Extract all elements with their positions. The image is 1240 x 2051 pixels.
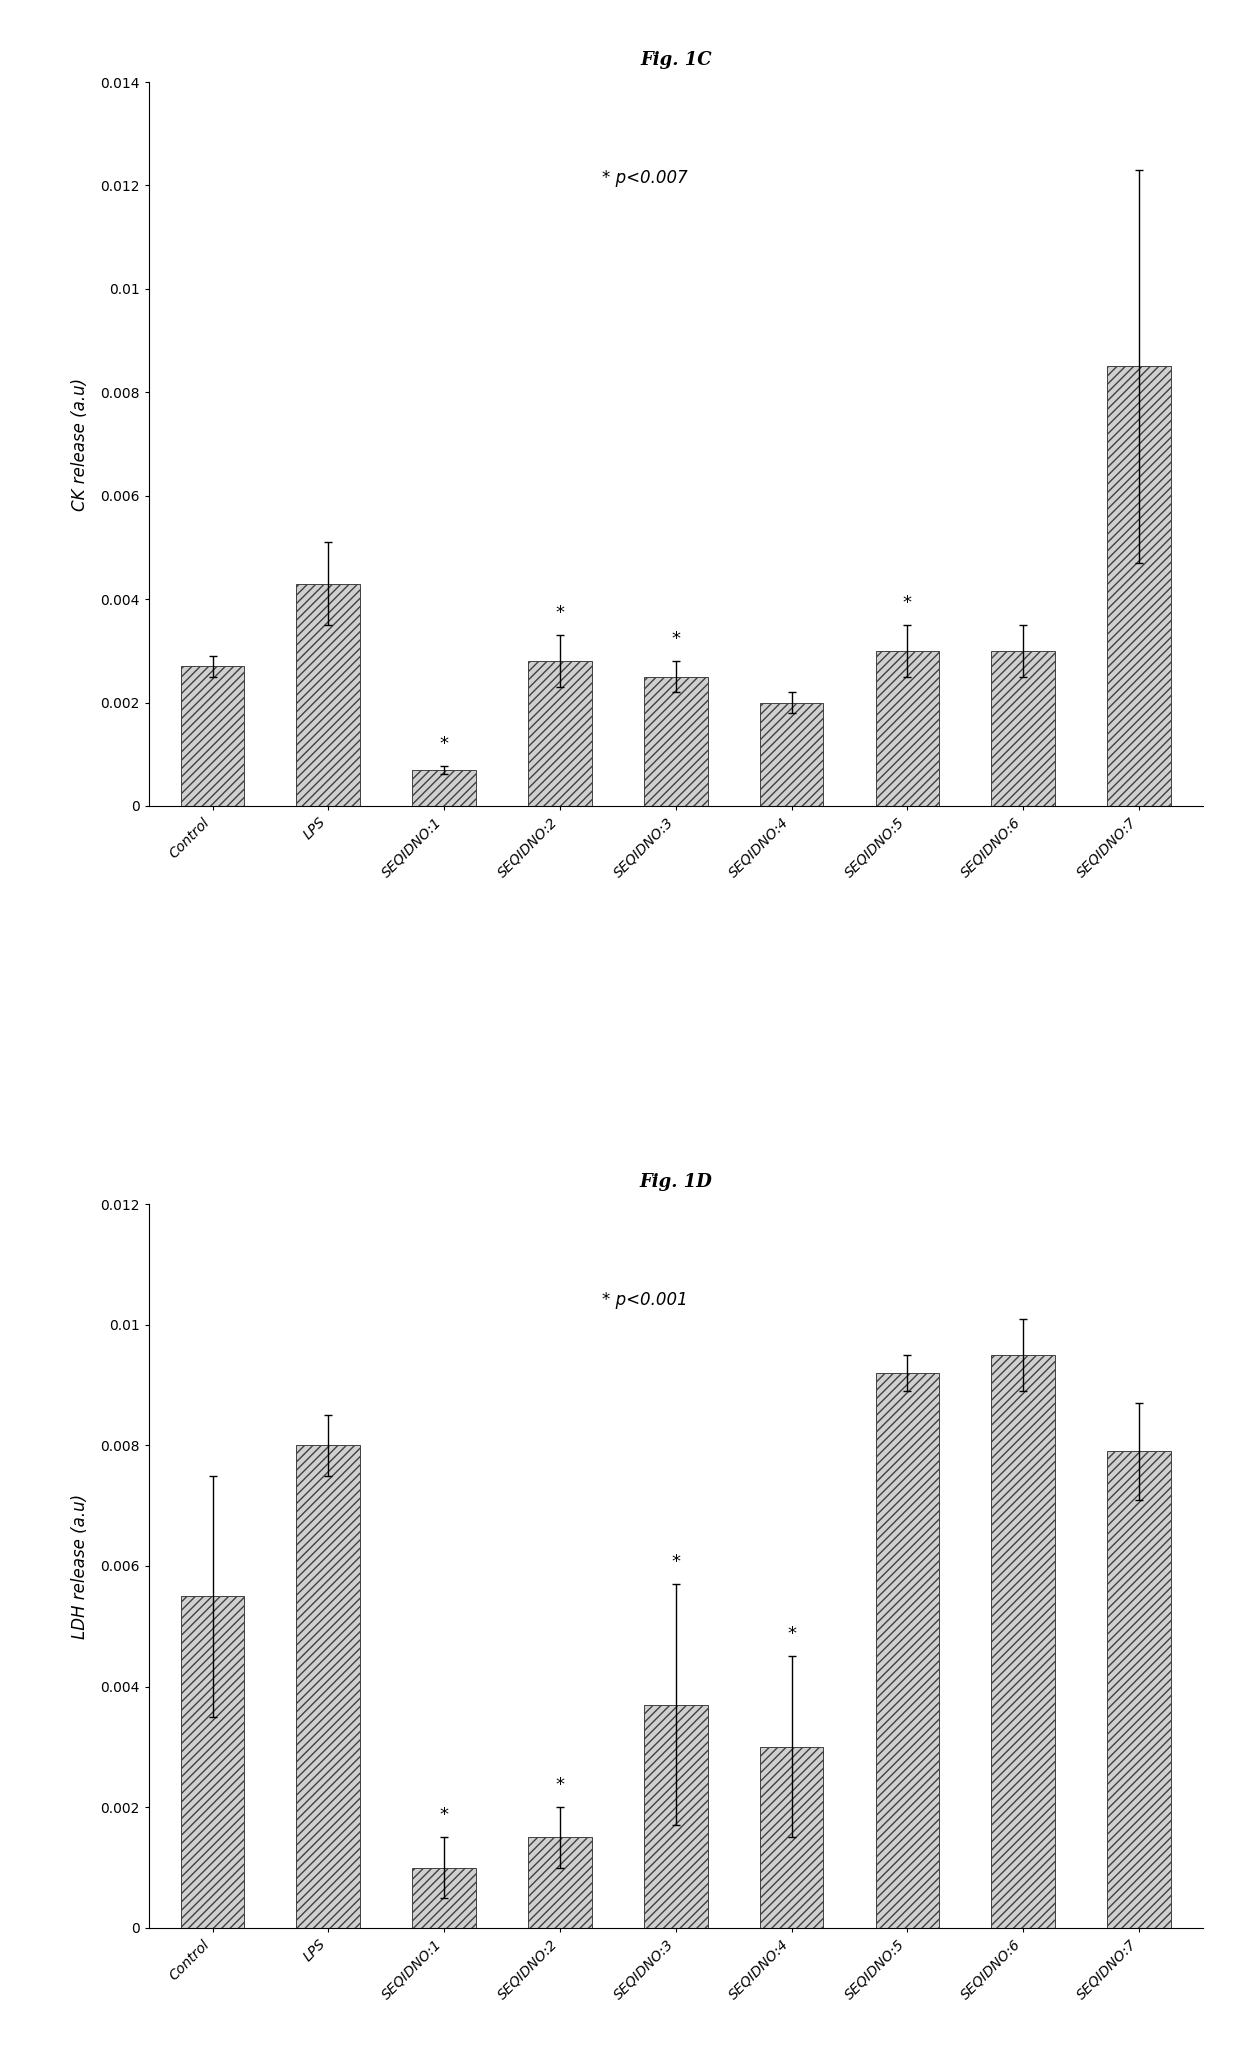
Text: *: * xyxy=(556,605,564,621)
Bar xyxy=(875,650,939,806)
Bar xyxy=(412,769,476,806)
Title: Fig. 1C: Fig. 1C xyxy=(640,51,712,70)
Bar xyxy=(528,660,591,806)
Bar xyxy=(644,677,708,806)
Bar xyxy=(760,703,823,806)
Bar xyxy=(296,1446,360,1928)
Bar xyxy=(181,1596,244,1928)
Bar xyxy=(760,1747,823,1928)
Text: *: * xyxy=(671,1553,681,1571)
Text: *: * xyxy=(556,1776,564,1795)
Bar xyxy=(1107,367,1171,806)
Bar xyxy=(875,1372,939,1928)
Bar xyxy=(296,585,360,806)
Text: *: * xyxy=(671,630,681,648)
Title: Fig. 1D: Fig. 1D xyxy=(640,1173,712,1192)
Bar xyxy=(181,667,244,806)
Bar xyxy=(644,1704,708,1928)
Bar xyxy=(412,1868,476,1928)
Bar xyxy=(528,1838,591,1928)
Bar xyxy=(992,650,1055,806)
Bar xyxy=(992,1356,1055,1928)
Text: * p<0.007: * p<0.007 xyxy=(603,168,688,187)
Text: *: * xyxy=(440,1807,449,1825)
Bar xyxy=(1107,1452,1171,1928)
Y-axis label: CK release (a.u): CK release (a.u) xyxy=(71,377,89,511)
Text: *: * xyxy=(440,734,449,753)
Y-axis label: LDH release (a.u): LDH release (a.u) xyxy=(71,1493,89,1639)
Text: *: * xyxy=(787,1626,796,1643)
Text: * p<0.001: * p<0.001 xyxy=(603,1290,688,1309)
Text: *: * xyxy=(903,595,911,611)
